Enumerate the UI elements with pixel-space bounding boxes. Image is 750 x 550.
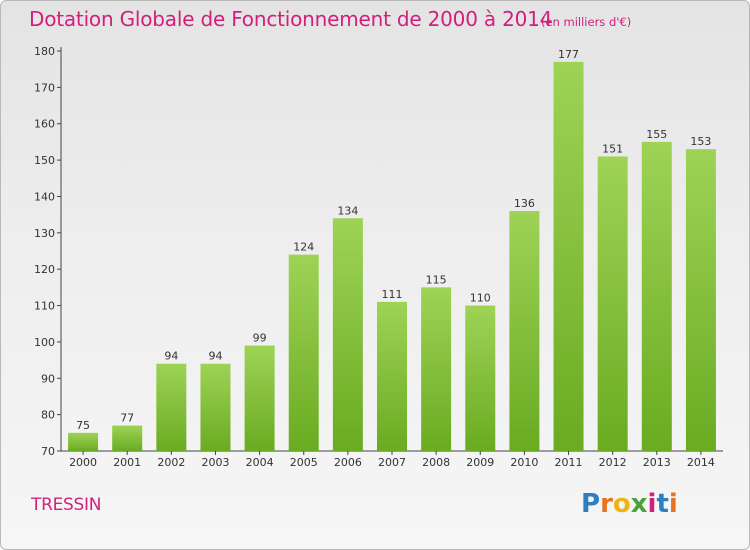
bar: [112, 425, 143, 451]
bar: [377, 301, 407, 451]
bar-value-label: 155: [646, 128, 667, 141]
bar-value-label: 110: [470, 292, 491, 305]
bar: [465, 305, 496, 451]
x-tick-label: 2006: [334, 456, 362, 469]
bar-value-label: 151: [602, 142, 623, 155]
bar-value-label: 153: [690, 135, 711, 148]
x-tick-label: 2003: [201, 456, 229, 469]
bar-value-label: 177: [558, 48, 579, 61]
y-tick-label: 100: [34, 336, 55, 349]
bar-value-label: 115: [426, 273, 447, 286]
logo-letter: o: [612, 489, 631, 519]
bar-value-label: 134: [337, 204, 358, 217]
bar: [509, 211, 540, 451]
bar: [288, 254, 319, 451]
y-tick-label: 90: [41, 372, 55, 385]
y-tick-label: 70: [41, 445, 55, 458]
y-tick-label: 120: [34, 263, 55, 276]
x-tick-label: 2005: [290, 456, 318, 469]
x-tick-label: 2012: [599, 456, 627, 469]
y-tick-label: 110: [34, 300, 55, 313]
bar-value-label: 75: [76, 419, 90, 432]
proxiti-logo: Proxiti: [581, 489, 678, 519]
y-tick-label: 150: [34, 154, 55, 167]
chart-title: Dotation Globale de Fonctionnement de 20…: [29, 7, 553, 31]
logo-letter: r: [600, 489, 613, 519]
x-tick-label: 2014: [687, 456, 715, 469]
bar: [597, 156, 628, 452]
bar: [641, 141, 672, 451]
chart-axes: 70 80 90 100 110 120 130 140 150 160 170 180 2000 200…: [34, 45, 723, 469]
y-tick-label: 130: [34, 227, 55, 240]
logo-letter: x: [630, 489, 648, 519]
bar-value-label: 94: [208, 350, 222, 363]
bar: [421, 287, 452, 451]
x-tick-label: 2002: [157, 456, 185, 469]
bar-value-label: 94: [164, 350, 178, 363]
bar-value-label: 124: [293, 241, 314, 254]
bar: [332, 218, 363, 451]
bar-value-label: 136: [514, 197, 535, 210]
x-tick-label: 2001: [113, 456, 141, 469]
bar-value-label: 77: [120, 412, 134, 425]
x-tick-label: 2010: [510, 456, 538, 469]
y-tick-label: 80: [41, 409, 55, 422]
y-tick-label: 160: [34, 118, 55, 131]
logo-letter: t: [656, 489, 669, 519]
x-tick-label: 2011: [555, 456, 583, 469]
bar-value-label: 99: [253, 332, 267, 345]
bar: [156, 363, 187, 451]
x-tick-label: 2000: [69, 456, 97, 469]
bar: [244, 345, 275, 451]
logo-letter: i: [668, 489, 678, 519]
commune-name: TRESSIN: [31, 495, 102, 515]
bar: [200, 363, 231, 451]
x-tick-label: 2008: [422, 456, 450, 469]
y-tick-label: 180: [34, 45, 55, 58]
x-tick-label: 2004: [246, 456, 274, 469]
bar: [68, 432, 99, 451]
x-tick-label: 2009: [466, 456, 494, 469]
x-tick-label: 2007: [378, 456, 406, 469]
chart-bars: 75 77 94 94 99 124 134 111 115 110 136 177 151 155 153: [68, 48, 716, 452]
bar-value-label: 111: [382, 288, 403, 301]
bar: [685, 149, 716, 451]
x-tick-label: 2013: [643, 456, 671, 469]
chart-subtitle: (en milliers d'€): [541, 15, 632, 29]
logo-letter: P: [581, 489, 601, 519]
bar: [553, 61, 584, 452]
logo-letter: i: [647, 489, 657, 519]
y-tick-label: 170: [34, 81, 55, 94]
y-tick-label: 140: [34, 190, 55, 203]
